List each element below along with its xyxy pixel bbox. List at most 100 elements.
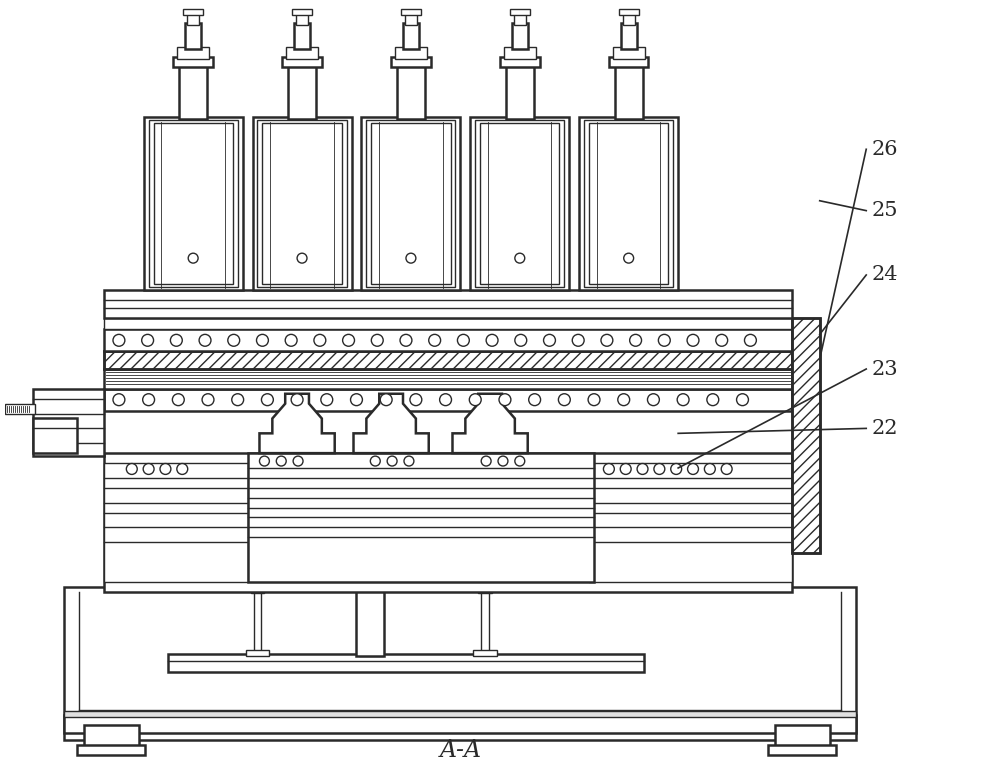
Circle shape [498,456,508,466]
Circle shape [618,393,630,406]
Bar [104,369,792,389]
Bar [104,329,792,351]
Bar [613,48,645,59]
Circle shape [259,456,269,466]
Text: 24: 24 [871,265,898,285]
Bar [366,120,455,287]
Bar [64,587,856,740]
Bar [248,453,594,582]
Circle shape [457,334,469,346]
Bar [619,8,639,15]
Bar [262,123,342,284]
Circle shape [387,456,397,466]
Circle shape [143,463,154,475]
Bar [33,389,104,456]
Circle shape [744,334,756,346]
Bar [104,351,792,369]
Bar [149,120,238,287]
Bar [282,58,322,67]
Circle shape [677,393,689,406]
Bar [623,13,635,25]
Bar [775,726,830,750]
Circle shape [351,393,362,406]
Bar [478,584,492,593]
Bar [475,120,564,287]
Circle shape [293,456,303,466]
Bar [510,8,530,15]
Bar [401,8,421,15]
Bar [251,584,264,593]
Circle shape [143,393,155,406]
Bar [64,716,856,733]
Circle shape [620,463,631,475]
Bar [589,123,668,284]
Circle shape [529,393,541,406]
Bar [500,58,540,67]
Circle shape [515,253,525,263]
Circle shape [658,334,670,346]
Circle shape [721,463,732,475]
Bar [173,58,213,67]
Circle shape [285,334,297,346]
Bar [179,64,207,119]
Circle shape [588,393,600,406]
Circle shape [544,334,555,346]
Bar [254,590,261,654]
Bar [364,584,378,593]
Circle shape [624,253,634,263]
Bar [187,13,199,25]
Circle shape [321,393,333,406]
Bar [391,58,431,67]
Bar [792,318,820,553]
Circle shape [276,456,286,466]
Bar [286,48,318,59]
Bar [288,64,316,119]
Bar [621,22,637,49]
Bar [168,654,644,672]
Text: 22: 22 [871,419,898,438]
Circle shape [228,334,240,346]
Circle shape [429,334,441,346]
Bar [104,453,792,591]
Circle shape [113,393,125,406]
Circle shape [688,463,698,475]
Bar [296,13,308,25]
Circle shape [737,393,748,406]
Bar [512,22,528,49]
Circle shape [170,334,182,346]
Circle shape [704,463,715,475]
Circle shape [603,463,614,475]
Circle shape [113,334,125,346]
Bar [361,117,460,290]
Bar [792,318,820,553]
Circle shape [142,334,154,346]
Bar [470,117,569,290]
Bar [584,120,673,287]
Bar [77,745,145,755]
Text: A-A: A-A [439,739,481,762]
Circle shape [404,456,414,466]
Circle shape [172,393,184,406]
Circle shape [572,334,584,346]
Text: 26: 26 [871,140,898,159]
Circle shape [380,393,392,406]
Text: 23: 23 [871,360,898,378]
Bar [514,13,526,25]
Bar [371,123,451,284]
Circle shape [126,463,137,475]
Circle shape [199,334,211,346]
Circle shape [671,463,682,475]
Bar [405,13,417,25]
Circle shape [558,393,570,406]
Circle shape [314,334,326,346]
Circle shape [232,393,244,406]
Circle shape [499,393,511,406]
Bar [253,117,352,290]
Bar [104,290,792,318]
Bar [397,64,425,119]
Circle shape [343,334,354,346]
Circle shape [481,456,491,466]
Circle shape [400,334,412,346]
Bar [367,590,375,654]
Circle shape [297,253,307,263]
